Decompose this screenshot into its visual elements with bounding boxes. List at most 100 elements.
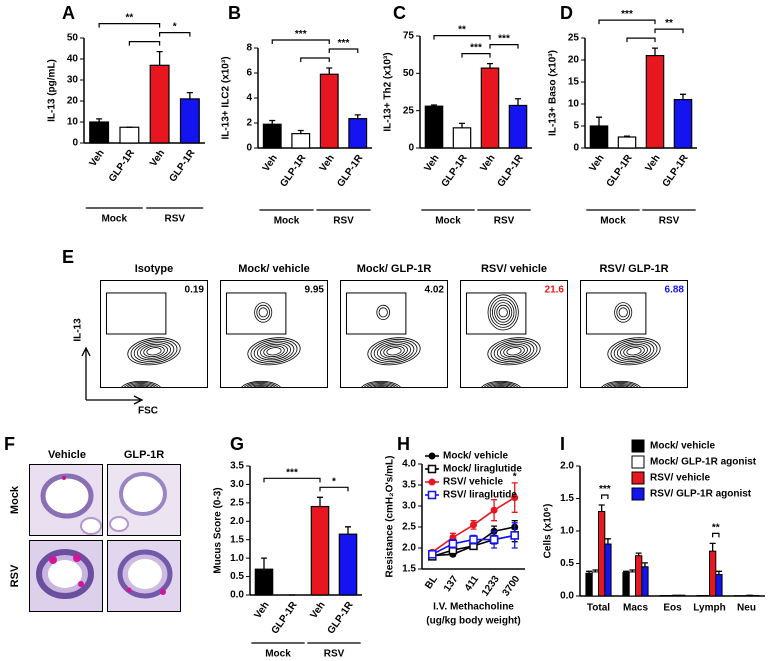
y-axis-label: IL-13+ Baso (x10³) (548, 50, 559, 136)
contour (140, 343, 168, 359)
x-tick-label: Macs (623, 603, 648, 614)
bar (617, 136, 637, 149)
bar (645, 54, 665, 149)
y-axis-label: Resistance (cmH₂O's/mL) (385, 456, 396, 578)
marker (469, 535, 478, 544)
x-tick-label: Veh (252, 600, 271, 621)
significance-bracket (626, 37, 656, 43)
contour (613, 340, 655, 362)
significance-label: ** (125, 13, 133, 24)
contour (616, 342, 652, 361)
contour (371, 385, 391, 388)
contour (254, 302, 273, 323)
marker (510, 531, 519, 540)
error-bar (604, 538, 611, 544)
error-bar (354, 114, 361, 119)
gate-percentage: 21.6 (545, 285, 565, 296)
panel-letter: D (560, 3, 573, 23)
gate (585, 292, 647, 335)
bar (715, 574, 723, 597)
x-tick-label: Veh (308, 600, 327, 621)
contour (603, 382, 639, 388)
axis-arrows (81, 346, 144, 405)
contour (363, 382, 399, 388)
contour (258, 307, 268, 318)
y-tick-label: 50 (67, 33, 79, 44)
row-label: RSV (9, 564, 21, 587)
x-tick-label: GLP-1R (326, 599, 356, 636)
x-tick-label: GLP-1R (496, 152, 526, 189)
contour (260, 343, 288, 359)
significance-bracket (300, 57, 330, 62)
y-tick-label: 75 (403, 31, 415, 42)
contour (256, 304, 270, 321)
y-tick-label: 0.5 (560, 558, 574, 569)
bar (179, 98, 200, 144)
bar (628, 571, 637, 597)
group-label: Mock (435, 216, 461, 227)
x-tick-label: GLP-1R (167, 147, 197, 184)
error-bar (186, 91, 193, 99)
contour (607, 337, 661, 366)
legend-label: RSV/ GLP-1R agonist (650, 489, 752, 500)
y-tick-label: 20 (568, 55, 580, 66)
x-tick-label: Total (587, 603, 610, 614)
error-bar (641, 562, 648, 567)
panel-letter: I (560, 434, 565, 454)
contour (253, 386, 269, 388)
contour (492, 299, 515, 326)
plot-title: Mock/ vehicle (238, 263, 310, 275)
x-tick-label: GLP-1R (661, 152, 691, 189)
contour (487, 294, 519, 331)
bar (319, 73, 339, 149)
bar (254, 568, 274, 596)
x-tick-label: GLP-1R (270, 599, 300, 636)
contour (613, 386, 629, 388)
error-bar (297, 129, 304, 134)
marker (511, 494, 519, 502)
bar (508, 104, 528, 149)
x-tick-label: Veh (587, 153, 606, 174)
contour (496, 342, 532, 361)
y-tick-label: 2 (246, 118, 252, 129)
contour (131, 385, 151, 388)
error-bar (459, 122, 465, 128)
group-label: RSV (659, 216, 680, 227)
contour (614, 302, 633, 323)
micrograph (107, 540, 181, 612)
y-tick-label: 25 (568, 33, 580, 44)
contour (243, 382, 279, 388)
contour (136, 342, 172, 361)
y-tick-label: 1.5 (402, 564, 416, 575)
group-label: RSV (164, 214, 185, 225)
error-bar (629, 569, 636, 572)
error-bar (487, 62, 493, 69)
y-axis-label: IL-13+ Th2 (x10³) (383, 52, 394, 131)
significance-bracket (433, 35, 491, 40)
y-tick-label: 15 (568, 77, 580, 88)
contour (618, 307, 628, 318)
contour (370, 338, 418, 364)
x-axis-label: I.V. Methacholine (433, 602, 514, 613)
x-tick-label: GLP-1R (605, 152, 635, 189)
flow-plot: 0.19 (100, 280, 208, 388)
x-axis-label: FSC (138, 406, 158, 417)
contour (494, 302, 513, 323)
error-bar (269, 119, 276, 125)
significance-bracket (601, 494, 609, 499)
y-axis-label: Mucus Score (0-3) (213, 487, 224, 573)
contour (617, 387, 625, 388)
group-label: Mock (600, 216, 626, 227)
bar (149, 64, 170, 144)
error-bar (261, 557, 267, 570)
error-bar (156, 51, 163, 66)
x-tick-label: GLP-1R (440, 152, 470, 189)
legend-swatch (631, 439, 645, 453)
x-tick-label: 137 (442, 574, 461, 594)
y-tick-label: 0.0 (230, 590, 244, 601)
panel-letter: B (228, 3, 241, 23)
y-axis-label: IL-13+ ILC2 (x10³) (221, 56, 232, 139)
y-tick-label: 0 (408, 143, 414, 154)
x-tick-label: Lymph (693, 603, 725, 614)
